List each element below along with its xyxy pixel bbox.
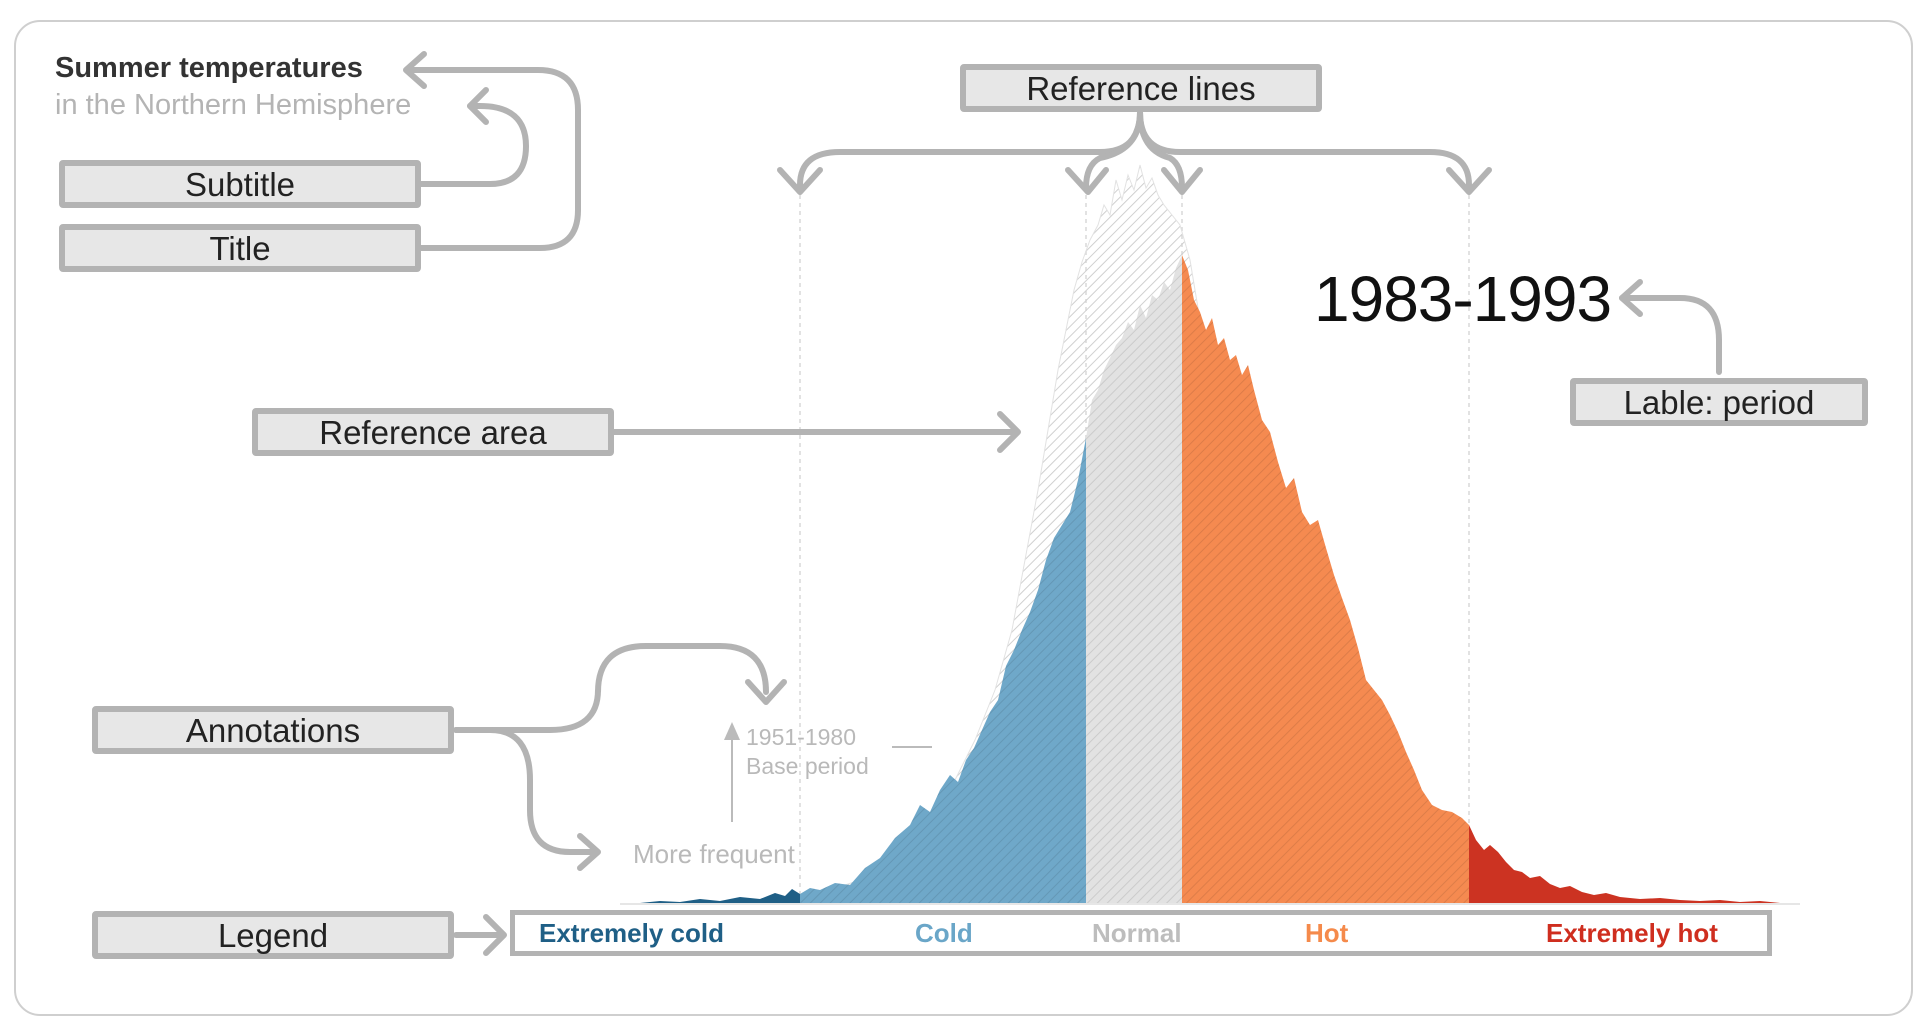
subtitle-arrowhead bbox=[467, 87, 489, 125]
annotation-more-frequent: More frequent bbox=[633, 839, 795, 869]
period-distribution bbox=[640, 255, 1780, 903]
band-cold-hatch bbox=[800, 438, 1086, 903]
annotations-arrowhead-2 bbox=[577, 833, 601, 871]
title-arrowhead bbox=[403, 51, 427, 89]
callout-reference-lines: Reference lines bbox=[960, 64, 1322, 112]
reference-arrowhead-2 bbox=[1065, 167, 1109, 195]
legend: Extremely cold Cold Normal Hot Extremely… bbox=[510, 910, 1772, 956]
callout-reference-area: Reference area bbox=[252, 408, 614, 456]
reference-arrowhead-1 bbox=[777, 167, 823, 195]
chart-title: Summer temperatures bbox=[55, 52, 363, 84]
reference-arrowhead-3 bbox=[1161, 167, 1203, 195]
annotation-base-label: Base period bbox=[746, 752, 869, 779]
band-normal-hatch bbox=[1086, 255, 1182, 903]
subtitle-connector bbox=[417, 103, 529, 187]
band-extremely-hot bbox=[1469, 825, 1780, 903]
annotations-connector-2 bbox=[453, 727, 599, 855]
reference-lines-connector-3 bbox=[1083, 109, 1143, 191]
annotations-connector-1 bbox=[453, 643, 769, 733]
legend-item-extremely-hot: Extremely hot bbox=[1546, 918, 1718, 948]
legend-item-extremely-cold: Extremely cold bbox=[539, 918, 724, 948]
legend-item-normal: Normal bbox=[1092, 918, 1182, 948]
reference-lines-connector-4 bbox=[1137, 109, 1185, 191]
callout-label-period: Lable: period bbox=[1570, 378, 1868, 426]
annotation-base-period: 1951-1980 Base period bbox=[746, 723, 869, 781]
callout-annotations: Annotations bbox=[92, 706, 454, 754]
callout-legend: Legend bbox=[92, 911, 454, 959]
band-hot-hatch bbox=[1182, 255, 1469, 903]
annotation-base-years: 1951-1980 bbox=[746, 724, 856, 750]
callout-title: Title bbox=[59, 224, 421, 272]
annotation-arrow bbox=[724, 722, 932, 822]
band-extremely-cold bbox=[640, 889, 800, 903]
title-connector bbox=[405, 67, 581, 251]
period-label: 1983-1993 bbox=[1314, 263, 1612, 335]
reference-arrowhead-4 bbox=[1446, 167, 1492, 195]
label-period-arrowhead bbox=[1619, 279, 1643, 317]
callout-connectors bbox=[403, 51, 1722, 956]
reference-lines-connector-2 bbox=[1137, 109, 1472, 188]
legend-arrowhead bbox=[483, 914, 507, 956]
label-period-connector bbox=[1619, 295, 1722, 375]
annotations-arrowhead-1 bbox=[745, 679, 787, 705]
reference-area-arrowhead bbox=[997, 411, 1021, 453]
legend-item-hot: Hot bbox=[1305, 918, 1349, 948]
legend-item-cold: Cold bbox=[915, 918, 973, 948]
chart-subtitle: in the Northern Hemisphere bbox=[55, 89, 412, 121]
callout-subtitle: Subtitle bbox=[59, 160, 421, 208]
